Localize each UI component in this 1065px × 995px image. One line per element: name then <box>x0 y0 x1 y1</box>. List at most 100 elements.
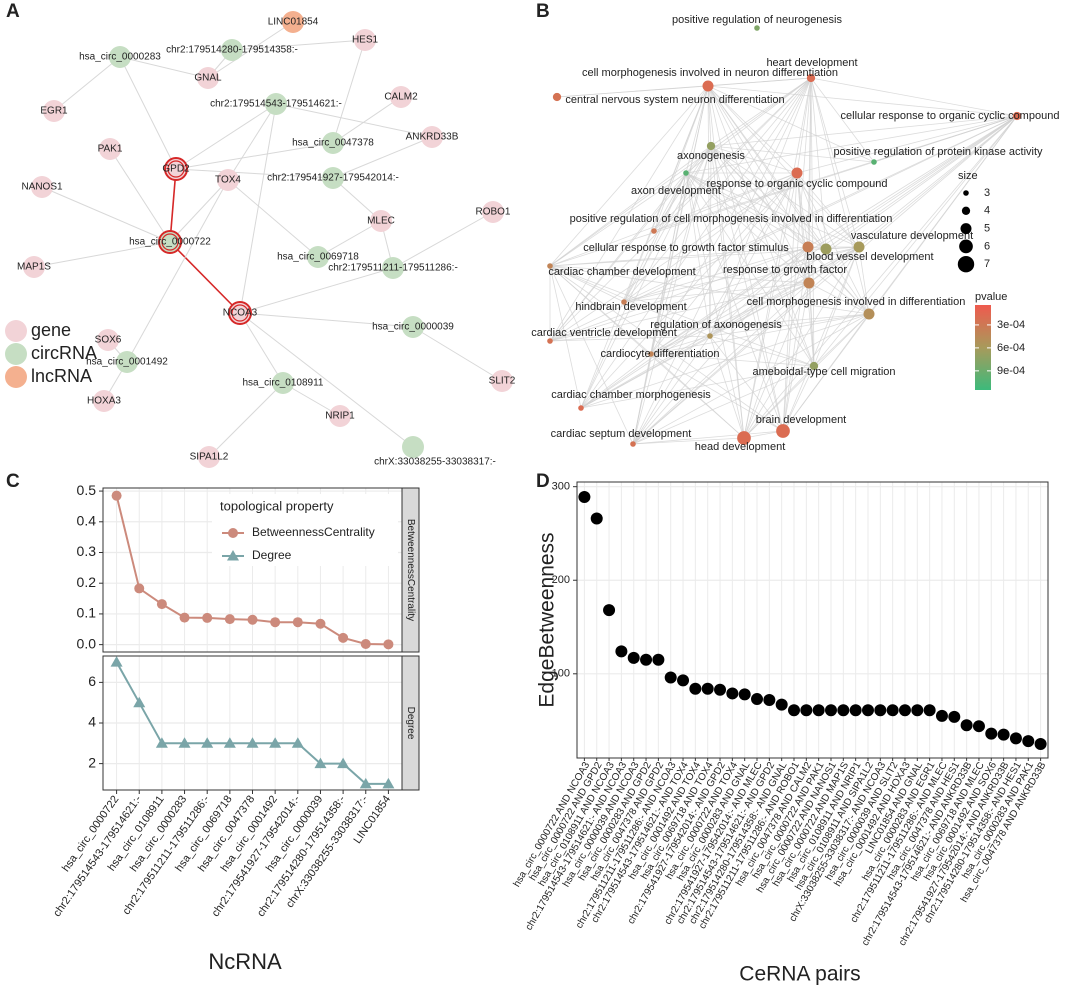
network-node <box>402 316 424 338</box>
node-label: hsa_circ_0000283 <box>79 52 161 63</box>
network-edge <box>207 21 294 79</box>
network-edge <box>650 145 712 355</box>
network-edge <box>239 267 394 314</box>
node-label: SIPA1L2 <box>190 452 229 463</box>
network-edge <box>549 313 870 342</box>
network-edge <box>796 172 827 250</box>
point <box>1009 732 1022 745</box>
point <box>247 614 258 625</box>
point <box>689 682 702 695</box>
network-edge <box>632 246 809 445</box>
point <box>133 696 146 708</box>
point <box>155 737 168 748</box>
network-edge <box>227 103 277 181</box>
network-edge <box>685 172 784 432</box>
node-label: NANOS1 <box>21 182 63 193</box>
y-tick-label: 0.2 <box>77 574 97 590</box>
go-label: response to organic cyclic compound <box>707 178 888 190</box>
point <box>837 704 850 717</box>
network-edge <box>707 85 810 284</box>
network-edge <box>623 246 860 303</box>
network-edge <box>796 172 815 367</box>
go-label: axonogenesis <box>677 150 745 162</box>
size-legend-label: 4 <box>984 205 990 217</box>
network-node <box>93 390 115 412</box>
go-label: response to growth factor <box>723 264 847 276</box>
size-legend-label: 6 <box>984 240 990 252</box>
network-edge <box>796 115 1018 174</box>
network-edge <box>650 335 711 355</box>
network-edge <box>549 265 815 367</box>
go-label: cell morphogenesis involved in neuron di… <box>582 67 838 79</box>
network-edge <box>169 179 229 243</box>
network-edge <box>707 85 1018 117</box>
panel-label: B <box>536 1 550 22</box>
network-edge <box>580 246 860 409</box>
point <box>886 704 899 717</box>
node-label: LINC01854 <box>268 17 319 28</box>
network-edge <box>685 172 870 315</box>
network-edge <box>549 115 1018 267</box>
node-label: chr2:179541927-179542014:- <box>267 173 399 184</box>
network-edge <box>825 115 1018 250</box>
point <box>911 704 924 717</box>
network-edge <box>743 246 860 439</box>
network-edge <box>782 282 810 432</box>
legend-label: gene <box>31 320 71 340</box>
network-node <box>354 29 376 51</box>
network-edge <box>650 77 812 355</box>
node-label: HES1 <box>352 35 379 46</box>
go-node <box>820 243 832 255</box>
network-edge <box>743 172 798 439</box>
point <box>578 490 591 503</box>
point <box>359 777 372 789</box>
network-edge <box>126 179 229 363</box>
network-edge <box>810 77 875 163</box>
network-node <box>322 132 344 154</box>
point <box>110 656 123 667</box>
point <box>751 693 764 706</box>
point <box>590 512 603 525</box>
network-edge <box>685 172 745 439</box>
network-edge <box>549 85 709 267</box>
legend-title: size <box>958 170 978 182</box>
facet-label: Degree <box>405 707 416 740</box>
network-edge <box>580 115 1018 409</box>
network-edge <box>685 85 709 174</box>
network-edge <box>227 179 319 258</box>
network-node <box>382 257 404 279</box>
network-node <box>402 436 424 458</box>
node-label: hsa_circ_0108911 <box>243 378 324 389</box>
go-label: brain development <box>756 414 847 426</box>
point <box>223 737 236 748</box>
network-edge <box>332 39 366 144</box>
network-edge <box>743 365 815 439</box>
network-edge <box>549 265 634 445</box>
go-node <box>853 241 865 253</box>
point <box>849 704 862 717</box>
node-label: HOXA3 <box>87 396 121 407</box>
network-edge <box>810 77 870 315</box>
size-legend-dot <box>961 206 971 215</box>
network-edge <box>119 56 177 170</box>
network-edge <box>707 85 798 174</box>
network-edge <box>710 145 827 250</box>
y-tick-label: 6 <box>88 673 96 689</box>
network-edge <box>549 246 809 267</box>
network-node <box>99 138 121 160</box>
point <box>701 682 714 695</box>
point <box>201 737 214 748</box>
size-legend-label: 7 <box>984 258 990 270</box>
y-tick-label: 0.1 <box>77 605 97 621</box>
network-edge <box>709 172 798 337</box>
go-label: cell morphogenesis involved in different… <box>747 296 966 308</box>
point <box>291 737 304 748</box>
network-node <box>421 126 443 148</box>
network-edge <box>632 246 860 445</box>
network-edge <box>632 282 810 445</box>
network-edge <box>231 39 366 51</box>
network-edge <box>239 312 284 384</box>
network-node <box>221 39 243 61</box>
go-label: positive regulation of protein kinase ac… <box>833 146 1043 158</box>
y-axis-title: EdgeBetweenness <box>536 532 559 707</box>
